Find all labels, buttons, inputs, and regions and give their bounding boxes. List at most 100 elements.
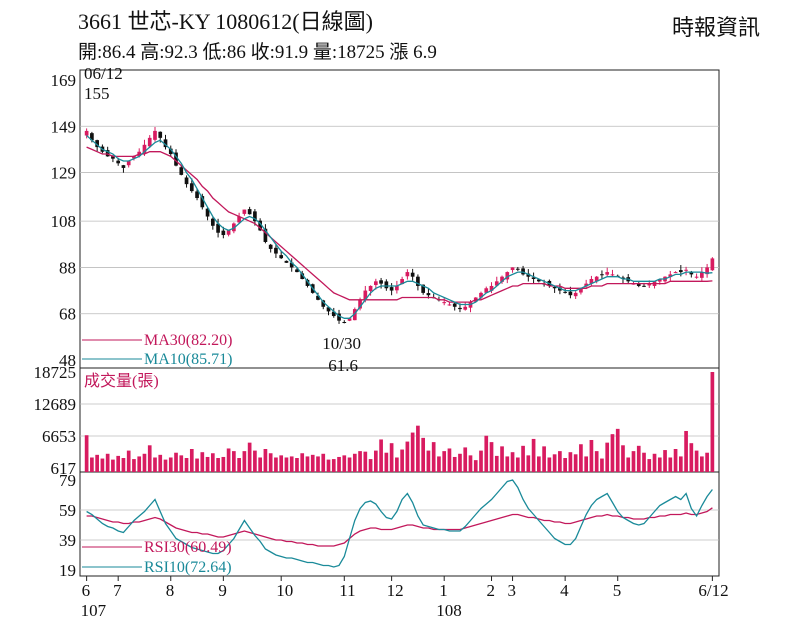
volume-bar bbox=[615, 428, 620, 472]
volume-bar bbox=[116, 455, 121, 472]
volume-bar bbox=[410, 432, 415, 472]
volume-bar bbox=[216, 458, 220, 472]
volume-bar bbox=[458, 453, 462, 472]
volume-bar bbox=[505, 456, 510, 472]
volume-bar bbox=[552, 454, 557, 472]
volume-bar bbox=[295, 458, 299, 472]
ma30-legend-label: MA30(82.20) bbox=[144, 332, 232, 349]
candle-body bbox=[531, 277, 536, 280]
volume-tick-label: 6653 bbox=[42, 427, 76, 446]
candle-body bbox=[368, 285, 373, 292]
volume-tick-label: 18725 bbox=[34, 363, 77, 382]
volume-bar bbox=[526, 455, 531, 472]
volume-bar bbox=[258, 457, 262, 472]
month-label: 5 bbox=[613, 581, 622, 600]
volume-bar bbox=[589, 439, 594, 472]
candle-body bbox=[584, 283, 589, 287]
low-date-label: 10/30 bbox=[322, 334, 361, 353]
volume-bar bbox=[515, 457, 520, 472]
volume-bar bbox=[626, 457, 631, 472]
volume-bar bbox=[537, 456, 541, 472]
volume-bar bbox=[636, 445, 641, 472]
volume-bar bbox=[426, 450, 431, 472]
candle-body bbox=[573, 292, 578, 297]
volume-bar bbox=[657, 457, 662, 472]
candle-body bbox=[442, 302, 447, 304]
candle-body bbox=[205, 208, 210, 217]
volume-bar bbox=[189, 449, 194, 472]
volume-bar bbox=[489, 442, 494, 472]
candle-body bbox=[621, 277, 625, 280]
price-tick-label: 108 bbox=[51, 212, 77, 231]
candle-body bbox=[373, 281, 378, 286]
candle-body bbox=[494, 281, 499, 286]
candle-body bbox=[284, 260, 289, 263]
rsi30-legend-label: RSI30(60.49) bbox=[144, 539, 232, 556]
ohlc-summary: 開:86.4 高:92.3 低:86 收:91.9 量:18725 漲 6.9 bbox=[78, 42, 437, 63]
candle-body bbox=[237, 216, 241, 223]
volume-bar bbox=[694, 450, 699, 472]
volume-bar bbox=[263, 449, 268, 472]
candle-body bbox=[395, 285, 399, 291]
candle-body bbox=[484, 288, 489, 293]
volume-bar bbox=[510, 452, 515, 472]
volume-bar bbox=[663, 450, 667, 472]
candle-body bbox=[642, 285, 646, 287]
volume-bar bbox=[289, 456, 294, 472]
volume-bar bbox=[452, 456, 457, 472]
volume-bar bbox=[568, 452, 573, 472]
candle-body bbox=[405, 272, 410, 277]
price-tick-label: 149 bbox=[51, 117, 77, 136]
volume-bar bbox=[111, 459, 115, 472]
month-label: 6 bbox=[82, 581, 91, 600]
volume-bar bbox=[373, 450, 378, 472]
candle-body bbox=[174, 152, 178, 166]
volume-bar bbox=[463, 447, 468, 472]
volume-bar bbox=[195, 458, 199, 472]
candle-body bbox=[116, 160, 121, 164]
candle-body bbox=[389, 287, 394, 291]
volume-bar bbox=[331, 459, 336, 472]
month-label: 3 bbox=[508, 581, 517, 600]
volume-bar bbox=[174, 452, 178, 472]
candle-body bbox=[589, 279, 594, 284]
volume-bar bbox=[179, 455, 184, 472]
source-label: 時報資訊 bbox=[671, 15, 760, 40]
volume-bar bbox=[395, 457, 399, 472]
price-tick-label: 169 bbox=[51, 71, 77, 90]
volume-bar bbox=[594, 451, 599, 472]
volume-bar bbox=[705, 452, 709, 472]
candle-body bbox=[421, 284, 426, 293]
volume-tick-label: 12689 bbox=[34, 395, 77, 414]
volume-bar bbox=[247, 442, 252, 472]
volume-bar bbox=[95, 454, 99, 472]
candle-body bbox=[505, 272, 510, 280]
volume-bar bbox=[205, 456, 210, 472]
volume-bar bbox=[142, 453, 147, 472]
rsi-panel-frame bbox=[79, 471, 720, 577]
volume-bar bbox=[132, 459, 136, 472]
volume-bar bbox=[484, 435, 489, 472]
candle-body bbox=[184, 177, 189, 185]
volume-bar bbox=[347, 457, 352, 472]
volume-bar bbox=[121, 458, 126, 472]
volume-bar bbox=[447, 448, 452, 472]
price-panel-frame bbox=[79, 69, 720, 369]
volume-bar bbox=[573, 454, 578, 472]
candle-body bbox=[305, 279, 310, 286]
candle-body bbox=[610, 274, 615, 276]
month-label: 12 bbox=[387, 581, 404, 600]
candle-body bbox=[295, 269, 299, 273]
candle-body bbox=[678, 270, 683, 273]
volume-tick-label: 617 bbox=[51, 459, 77, 478]
volume-bar bbox=[584, 456, 589, 472]
volume-bar bbox=[468, 455, 473, 472]
volume-bar bbox=[352, 453, 357, 472]
volume-bar bbox=[494, 455, 499, 472]
rsi-tick-label: 19 bbox=[59, 561, 76, 580]
candle-body bbox=[163, 139, 168, 148]
month-label: 4 bbox=[560, 581, 569, 600]
volume-bar bbox=[563, 458, 567, 472]
candle-body bbox=[579, 288, 583, 293]
